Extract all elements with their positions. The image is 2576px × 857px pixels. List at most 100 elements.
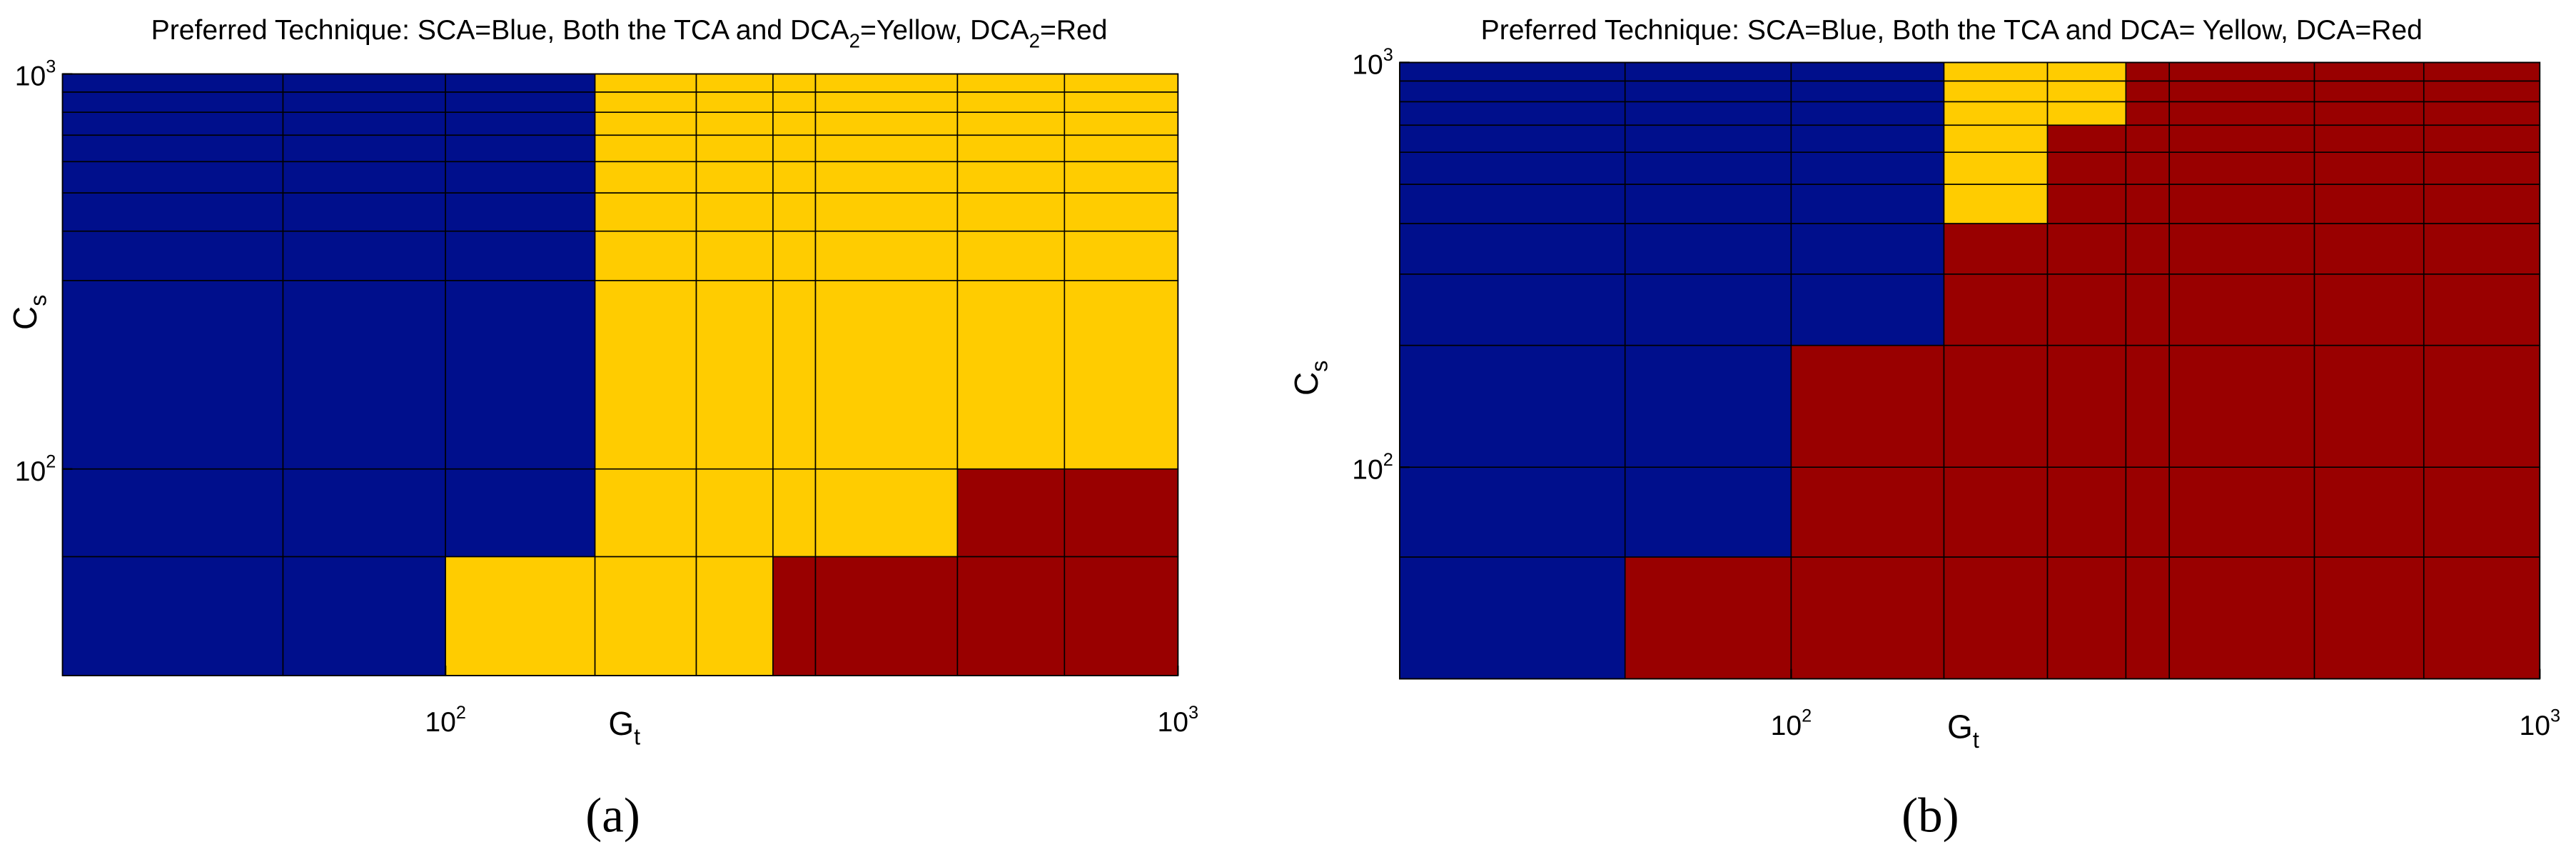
cell [2168,124,2315,153]
cell [2125,80,2171,103]
cell [1399,80,1626,103]
cell [445,468,596,558]
tick-exponent: 2 [456,703,466,723]
cell [2046,466,2127,558]
cell [1943,151,2049,185]
cell [2168,344,2315,468]
cell [1399,556,1626,680]
cell [445,73,596,93]
cell [1064,230,1179,281]
tick-label: 102 [425,703,466,738]
cell [445,192,596,232]
cell [1943,223,2049,275]
cell [2313,61,2425,82]
cell [1624,184,1792,224]
cell [2046,556,2127,680]
cell [2125,344,2171,468]
tick-exponent: 2 [1383,450,1393,470]
cell [1399,124,1626,153]
cell [772,91,817,113]
cell [2423,101,2541,126]
cell [1064,468,1179,558]
x-axis-label: Gt [608,705,640,750]
cell [1064,111,1179,136]
cell [2313,273,2425,346]
cell [2125,151,2171,185]
cell [956,230,1066,281]
cell [2046,223,2127,275]
cell [814,91,959,113]
cell [1064,161,1179,194]
cell [814,111,959,136]
cell [2168,184,2315,224]
cell [814,161,959,194]
cell [772,73,817,93]
label-subscript: t [634,724,640,750]
cell [956,192,1066,232]
label-text: C [6,306,44,330]
chart-title: Preferred Technique: SCA=Blue, Both the … [151,15,1108,52]
cell [1790,273,1945,346]
tick-label: 102 [15,451,56,486]
cell [282,230,446,281]
cell [2423,184,2541,224]
label-text: G [608,705,634,742]
cell [956,91,1066,113]
cell [2168,151,2315,185]
cell [2125,101,2171,126]
cell [2046,124,2127,153]
tick-base: 10 [15,61,46,92]
cell [2313,101,2425,126]
cell [2313,151,2425,185]
cell [814,73,959,93]
cell [814,134,959,163]
cell [1943,184,2049,224]
cell [1943,273,2049,346]
tick-label: 103 [2519,706,2560,741]
cell [1624,101,1792,126]
cell [814,279,959,470]
cell [695,556,774,676]
cell [594,230,697,281]
cell [1943,101,2049,126]
cell [1064,134,1179,163]
cell [594,91,697,113]
y-axis-label: Cs [1288,361,1333,396]
tick-label: 102 [1352,450,1393,485]
tick-base: 10 [1352,454,1383,485]
cell [61,230,284,281]
tick-base: 10 [1158,707,1189,738]
cell [2313,124,2425,153]
title-text: =Red [1040,15,1108,46]
label-subscript: t [1973,727,1979,753]
cell [1064,91,1179,113]
cell [2313,184,2425,224]
cell [282,91,446,113]
cell [282,161,446,194]
tick-exponent: 2 [1802,706,1812,726]
cell [445,161,596,194]
cell [1790,466,1945,558]
cell [594,279,697,470]
cell [1790,184,1945,224]
cell [772,134,817,163]
cell [1624,223,1792,275]
cell [1943,124,2049,153]
cell [2423,556,2541,680]
y-axis-label: Cs [6,295,51,330]
cell [1790,61,1945,82]
cell [2423,151,2541,185]
cell [2125,273,2171,346]
cell [61,468,284,558]
cell [814,230,959,281]
cell [594,468,697,558]
cell [61,91,284,113]
cell [2168,556,2315,680]
cell [2046,80,2127,103]
cell [1399,101,1626,126]
cell [1064,73,1179,93]
cell [282,468,446,558]
cell [1790,556,1945,680]
cell [2046,273,2127,346]
